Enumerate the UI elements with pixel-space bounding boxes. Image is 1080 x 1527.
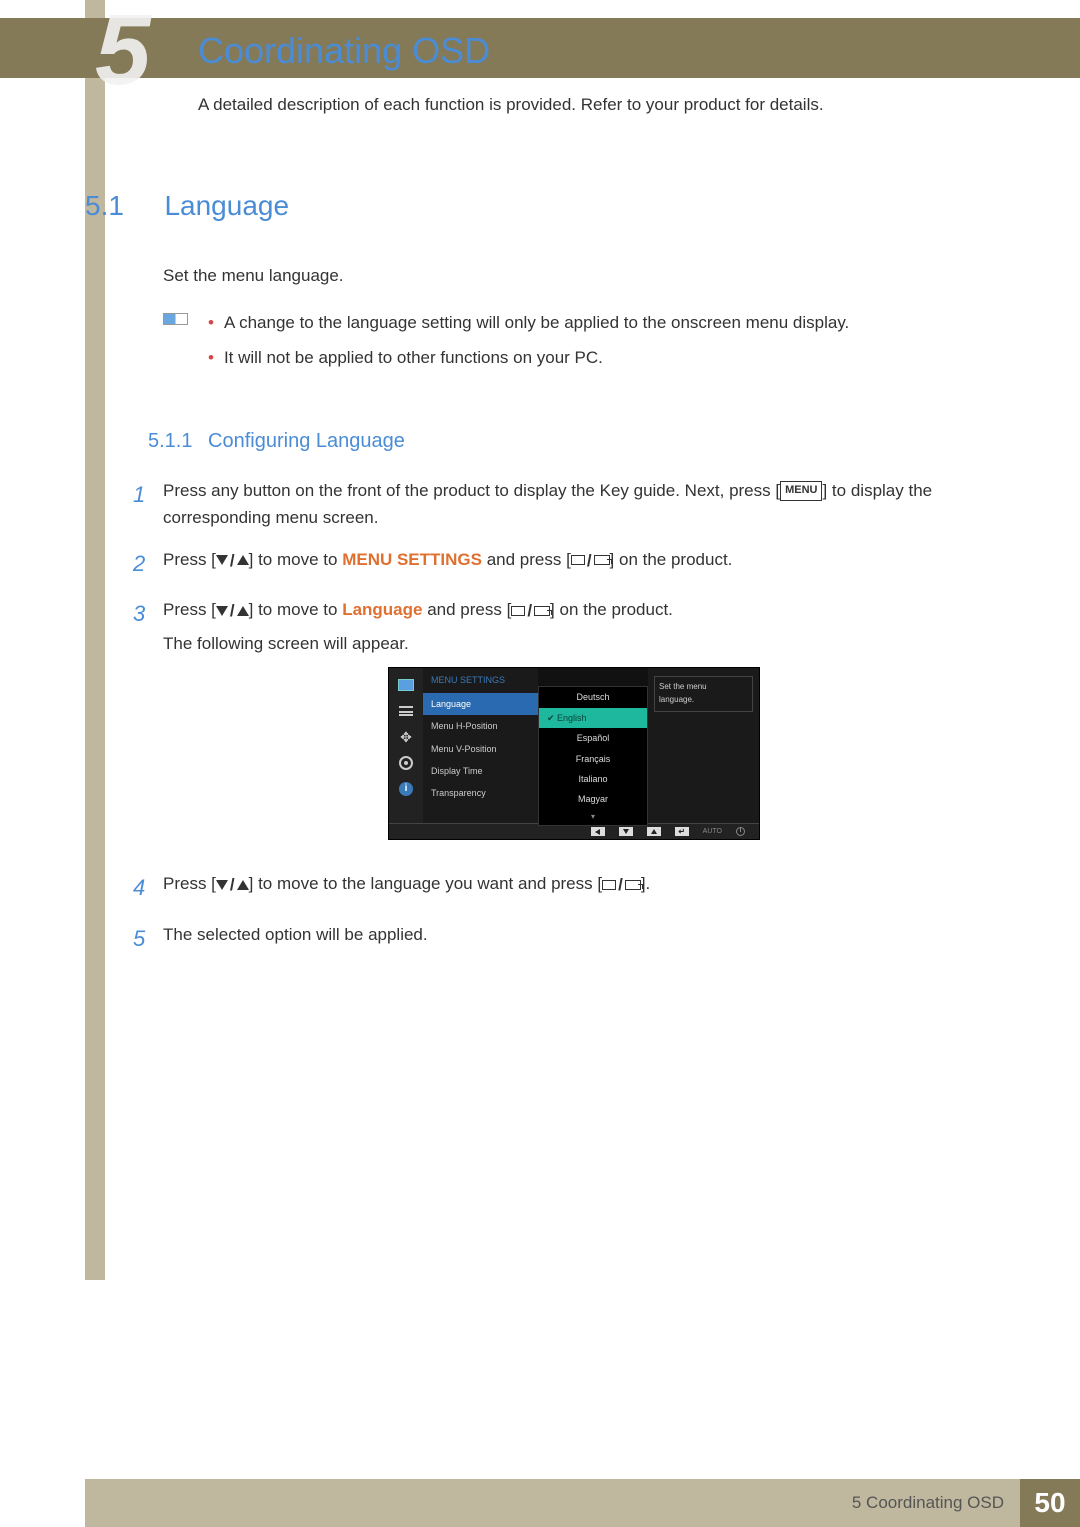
osd-help-text: language. <box>659 694 748 707</box>
osd-help-text: Set the menu <box>659 681 748 694</box>
picture-icon <box>397 678 415 692</box>
note-item: It will not be applied to other function… <box>208 344 849 371</box>
step-text: ] to move to the language you want and p… <box>249 874 602 893</box>
enter-source-icon: / <box>511 597 550 624</box>
down-button-icon <box>619 827 633 836</box>
step-number: 1 <box>133 477 163 531</box>
page-footer: 5 Coordinating OSD 50 <box>85 1479 1080 1527</box>
step-5: 5 The selected option will be applied. <box>163 921 985 956</box>
step-text: The following screen will appear. <box>163 630 985 657</box>
note-item: A change to the language setting will on… <box>208 309 849 336</box>
section-heading: Language <box>164 190 289 221</box>
step-text: ] to move to <box>249 600 343 619</box>
osd-help-panel: Set the menu language. <box>648 668 759 823</box>
list-icon <box>397 704 415 718</box>
note-icon <box>163 313 188 325</box>
osd-menu-column: MENU SETTINGS Language Menu H-Position M… <box>423 668 538 823</box>
osd-screenshot: ✥ i MENU SETTINGS Language Menu H-Positi… <box>388 667 760 840</box>
osd-lang-option: Español <box>539 728 647 748</box>
osd-lang-option: Français <box>539 749 647 769</box>
step-text: ] to move to <box>249 550 343 569</box>
enter-source-icon: / <box>571 547 610 574</box>
enter-source-icon: / <box>602 871 641 898</box>
chapter-number-bg: 5 <box>95 0 151 100</box>
step-number: 4 <box>133 870 163 905</box>
subsection-title: Configuring Language <box>208 430 405 452</box>
info-icon: i <box>397 782 415 796</box>
up-button-icon <box>647 827 661 836</box>
subsection-heading: 5.1.1 Configuring Language <box>148 425 985 457</box>
osd-lang-option: Magyar <box>539 789 647 809</box>
up-down-arrows-icon: / <box>216 597 249 624</box>
step-number: 5 <box>133 921 163 956</box>
auto-button-label: AUTO <box>703 826 722 837</box>
step-text: Press any button on the front of the pro… <box>163 481 780 500</box>
step-4: 4 Press [/] to move to the language you … <box>163 870 985 905</box>
osd-menu-title: MENU SETTINGS <box>423 668 538 692</box>
subsection-number: 5.1.1 <box>148 430 192 452</box>
note-block: A change to the language setting will on… <box>163 309 985 379</box>
footer-chapter-label: 5 Coordinating OSD <box>85 1479 1020 1527</box>
step-text: Press [ <box>163 550 216 569</box>
osd-menu-item: Transparency <box>423 782 538 804</box>
step-number: 3 <box>133 596 163 855</box>
page-subtitle: A detailed description of each function … <box>198 95 824 115</box>
up-down-arrows-icon: / <box>216 871 249 898</box>
size-icon: ✥ <box>397 730 415 744</box>
step-text: Press [ <box>163 874 216 893</box>
osd-lang-option-selected: English <box>539 708 647 728</box>
step-text: and press [ <box>422 600 511 619</box>
step-1: 1 Press any button on the front of the p… <box>163 477 985 531</box>
step-3: 3 Press [/] to move to Language and pres… <box>163 596 985 855</box>
section-5-1: 5.1 Language Set the menu language. A ch… <box>85 190 985 971</box>
gear-icon <box>397 756 415 770</box>
osd-menu-item: Menu H-Position <box>423 715 538 737</box>
osd-lang-option: Italiano <box>539 769 647 789</box>
osd-lang-option: Deutsch <box>539 687 647 707</box>
osd-footer-buttons: ↵ AUTO <box>389 823 759 839</box>
section-intro: Set the menu language. <box>163 262 985 289</box>
enter-button-icon: ↵ <box>675 827 689 836</box>
osd-language-list: Deutsch English Español Français Italian… <box>538 686 648 825</box>
osd-menu-item: Menu V-Position <box>423 738 538 760</box>
step-text: Press [ <box>163 600 216 619</box>
step-text: ] on the product. <box>550 600 673 619</box>
osd-menu-item: Language <box>423 693 538 715</box>
keyword-language: Language <box>342 600 422 619</box>
osd-menu-item: Display Time <box>423 760 538 782</box>
menu-button-icon: MENU <box>780 481 822 501</box>
osd-sidebar: ✥ i <box>389 668 423 823</box>
up-down-arrows-icon: / <box>216 547 249 574</box>
step-2: 2 Press [/] to move to MENU SETTINGS and… <box>163 546 985 581</box>
keyword-menu-settings: MENU SETTINGS <box>342 550 482 569</box>
step-text: The selected option will be applied. <box>163 921 985 956</box>
step-text: and press [ <box>482 550 571 569</box>
page-title: Coordinating OSD <box>198 30 490 72</box>
header-band <box>0 18 1080 78</box>
section-number: 5.1 <box>85 190 160 222</box>
left-button-icon <box>591 827 605 836</box>
step-text: ] on the product. <box>610 550 733 569</box>
step-number: 2 <box>133 546 163 581</box>
footer-page-number: 50 <box>1020 1479 1080 1527</box>
power-button-icon <box>736 827 745 836</box>
scroll-down-icon: ▾ <box>539 810 647 825</box>
